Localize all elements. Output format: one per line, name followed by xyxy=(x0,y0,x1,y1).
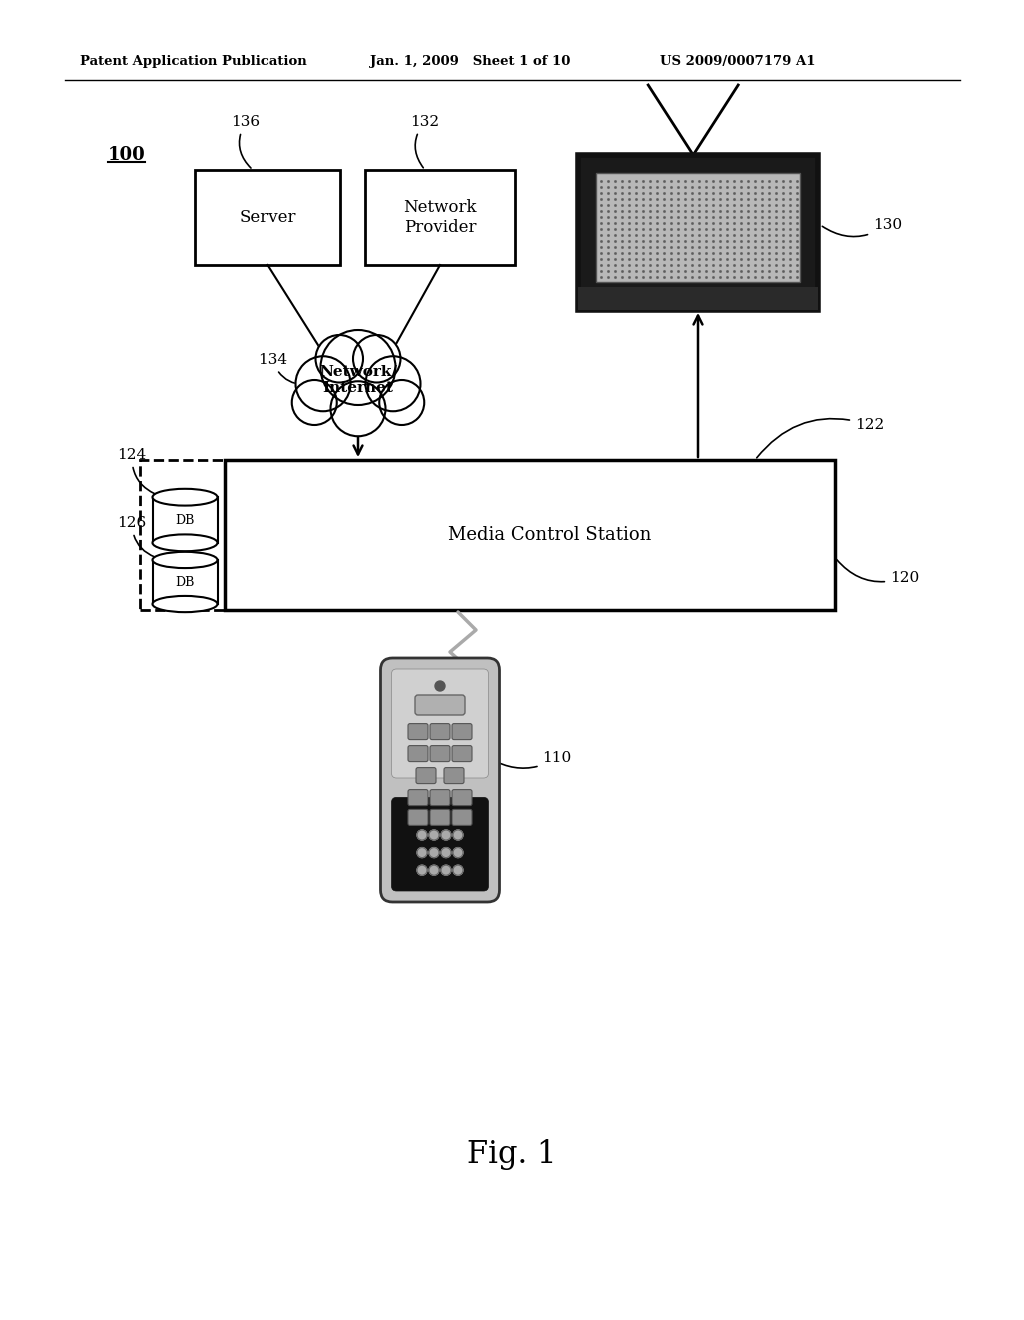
Text: 134: 134 xyxy=(258,352,303,385)
Circle shape xyxy=(453,847,463,858)
FancyBboxPatch shape xyxy=(452,789,472,805)
FancyBboxPatch shape xyxy=(430,809,450,825)
Circle shape xyxy=(435,681,445,690)
Text: US 2009/0007179 A1: US 2009/0007179 A1 xyxy=(660,55,815,69)
Circle shape xyxy=(417,865,427,875)
FancyBboxPatch shape xyxy=(408,746,428,762)
Text: 126: 126 xyxy=(118,516,155,557)
FancyBboxPatch shape xyxy=(452,746,472,762)
Circle shape xyxy=(366,356,421,412)
FancyBboxPatch shape xyxy=(408,723,428,739)
Circle shape xyxy=(441,865,451,875)
Text: Network/
Internet: Network/ Internet xyxy=(319,364,397,395)
FancyBboxPatch shape xyxy=(408,809,428,825)
Circle shape xyxy=(417,830,427,840)
Circle shape xyxy=(321,330,395,405)
Ellipse shape xyxy=(153,535,217,552)
FancyBboxPatch shape xyxy=(452,723,472,739)
Circle shape xyxy=(331,381,385,436)
Bar xyxy=(365,170,515,265)
Bar xyxy=(195,170,340,265)
Circle shape xyxy=(315,335,362,383)
FancyBboxPatch shape xyxy=(444,768,464,784)
Text: Jan. 1, 2009   Sheet 1 of 10: Jan. 1, 2009 Sheet 1 of 10 xyxy=(370,55,570,69)
Ellipse shape xyxy=(153,488,217,506)
FancyBboxPatch shape xyxy=(452,809,472,825)
Circle shape xyxy=(296,356,350,412)
Text: Fig. 1: Fig. 1 xyxy=(467,1139,557,1171)
FancyBboxPatch shape xyxy=(430,723,450,739)
Text: DB: DB xyxy=(175,513,195,527)
Text: 136: 136 xyxy=(231,115,260,168)
Bar xyxy=(153,560,217,605)
Text: DB: DB xyxy=(175,576,195,589)
Text: 100: 100 xyxy=(108,147,145,164)
Bar xyxy=(225,459,835,610)
FancyBboxPatch shape xyxy=(391,797,488,891)
FancyBboxPatch shape xyxy=(408,789,428,805)
Text: 132: 132 xyxy=(410,115,439,168)
FancyBboxPatch shape xyxy=(430,789,450,805)
Circle shape xyxy=(429,865,439,875)
Circle shape xyxy=(429,830,439,840)
Text: Patent Application Publication: Patent Application Publication xyxy=(80,55,307,69)
Circle shape xyxy=(417,847,427,858)
Circle shape xyxy=(441,830,451,840)
Circle shape xyxy=(429,847,439,858)
Bar xyxy=(578,286,818,310)
Text: Network
Provider: Network Provider xyxy=(403,199,477,236)
Circle shape xyxy=(292,380,337,425)
Circle shape xyxy=(453,830,463,840)
Text: Server: Server xyxy=(240,209,296,226)
Ellipse shape xyxy=(153,595,217,612)
Text: 120: 120 xyxy=(837,560,920,585)
Text: 124: 124 xyxy=(118,447,155,494)
Text: . . .: . . . xyxy=(177,556,197,569)
Bar xyxy=(140,459,835,610)
FancyBboxPatch shape xyxy=(415,696,465,715)
FancyBboxPatch shape xyxy=(381,657,500,902)
FancyBboxPatch shape xyxy=(391,669,488,777)
Text: Media Control Station: Media Control Station xyxy=(449,525,651,544)
Circle shape xyxy=(441,847,451,858)
Text: 130: 130 xyxy=(822,218,902,236)
Text: 110: 110 xyxy=(492,751,571,768)
Bar xyxy=(153,498,217,543)
Circle shape xyxy=(379,380,424,425)
Ellipse shape xyxy=(153,552,217,568)
Bar xyxy=(578,154,818,310)
FancyBboxPatch shape xyxy=(430,746,450,762)
Bar xyxy=(596,173,800,282)
FancyBboxPatch shape xyxy=(416,768,436,784)
Text: 122: 122 xyxy=(757,418,885,458)
Circle shape xyxy=(453,865,463,875)
Circle shape xyxy=(353,335,400,383)
